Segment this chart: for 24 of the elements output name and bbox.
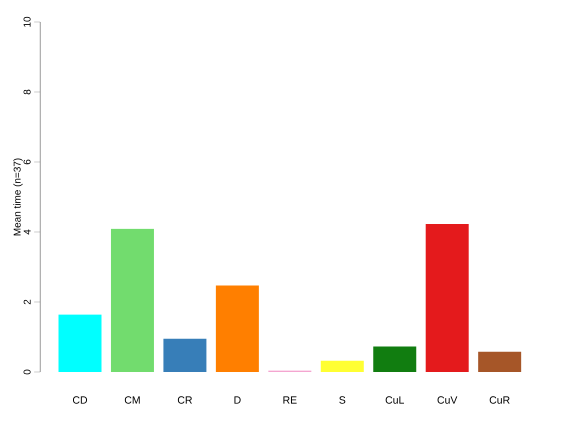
bar [58, 314, 102, 372]
bar [426, 224, 469, 372]
x-tick-label: S [339, 396, 346, 404]
y-tick-label: 4 [24, 230, 31, 235]
y-tick-label: 0 [24, 370, 31, 374]
y-tick-label: 6 [24, 160, 31, 164]
x-tick-label: D [234, 396, 241, 404]
bar [320, 360, 364, 372]
bar [216, 286, 259, 372]
x-tick-label: CuV [438, 396, 458, 404]
y-tick-label: 2 [24, 300, 31, 304]
x-tick-label: CM [124, 396, 140, 404]
x-tick-label: RE [283, 396, 297, 404]
bar [163, 338, 206, 372]
bar [478, 352, 522, 372]
y-tick-label: 8 [24, 90, 31, 94]
x-tick-label: CD [72, 396, 88, 404]
x-tick-label: CuR [490, 396, 510, 404]
y-tick-label: 10 [24, 16, 31, 27]
bar [373, 346, 416, 372]
x-tick-label: CuL [386, 396, 404, 404]
x-tick-label: CR [178, 396, 192, 404]
y-axis-title: Mean time (n=37) [13, 158, 23, 236]
bar [110, 228, 154, 372]
